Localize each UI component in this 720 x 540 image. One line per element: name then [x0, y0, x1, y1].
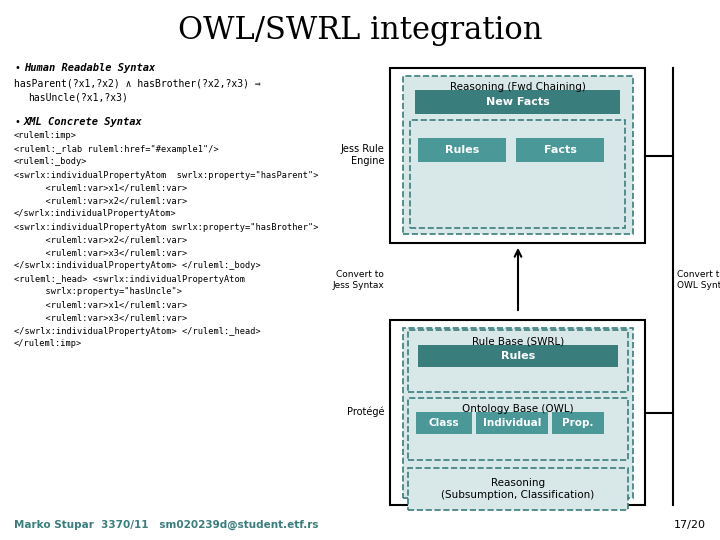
FancyBboxPatch shape	[390, 320, 645, 505]
Text: Rule Base (SWRL): Rule Base (SWRL)	[472, 336, 564, 346]
FancyBboxPatch shape	[552, 412, 604, 434]
Text: Ontology Base (OWL): Ontology Base (OWL)	[462, 404, 574, 414]
FancyBboxPatch shape	[418, 138, 506, 162]
Text: Reasoning (Fwd Chaining): Reasoning (Fwd Chaining)	[450, 82, 586, 92]
Text: <ruleml:var>x3</ruleml:var>: <ruleml:var>x3</ruleml:var>	[14, 314, 187, 322]
Text: <ruleml:_rlab ruleml:href="#example1"/>: <ruleml:_rlab ruleml:href="#example1"/>	[14, 145, 219, 153]
Text: Convert to
OWL Syntax: Convert to OWL Syntax	[677, 271, 720, 289]
Text: </ruleml:imp>: </ruleml:imp>	[14, 340, 82, 348]
Text: <ruleml:var>x2</ruleml:var>: <ruleml:var>x2</ruleml:var>	[14, 197, 187, 206]
Text: Rules: Rules	[445, 145, 479, 155]
FancyBboxPatch shape	[390, 68, 645, 243]
Text: <ruleml:_body>: <ruleml:_body>	[14, 158, 88, 166]
Text: •: •	[14, 117, 20, 127]
Text: hasUncle(?x1,?x3): hasUncle(?x1,?x3)	[28, 92, 128, 102]
FancyBboxPatch shape	[410, 120, 625, 228]
Text: <ruleml:var>x1</ruleml:var>: <ruleml:var>x1</ruleml:var>	[14, 300, 187, 309]
Text: Protégé: Protégé	[346, 407, 384, 417]
Text: <swrlx:individualPropertyAtom swrlx:property="hasBrother">: <swrlx:individualPropertyAtom swrlx:prop…	[14, 222, 318, 232]
Text: •: •	[14, 63, 20, 73]
Text: </swrlx:individualPropertyAtom>: </swrlx:individualPropertyAtom>	[14, 210, 176, 219]
Text: <ruleml:var>x2</ruleml:var>: <ruleml:var>x2</ruleml:var>	[14, 235, 187, 245]
Text: Facts: Facts	[544, 145, 577, 155]
Text: OWL/SWRL integration: OWL/SWRL integration	[178, 15, 542, 45]
Text: Class: Class	[428, 418, 459, 428]
Text: Jess Rule
Engine: Jess Rule Engine	[341, 144, 384, 166]
Text: XML Concrete Syntax: XML Concrete Syntax	[24, 117, 143, 127]
FancyBboxPatch shape	[516, 138, 604, 162]
Text: <ruleml:var>x1</ruleml:var>: <ruleml:var>x1</ruleml:var>	[14, 184, 187, 192]
Text: </swrlx:individualPropertyAtom> </ruleml:_body>: </swrlx:individualPropertyAtom> </ruleml…	[14, 261, 261, 271]
Text: <ruleml:imp>: <ruleml:imp>	[14, 132, 77, 140]
FancyBboxPatch shape	[415, 90, 620, 114]
FancyBboxPatch shape	[408, 468, 628, 510]
Text: <ruleml:var>x3</ruleml:var>: <ruleml:var>x3</ruleml:var>	[14, 248, 187, 258]
Text: Human Readable Syntax: Human Readable Syntax	[24, 63, 156, 73]
Text: Convert to
Jess Syntax: Convert to Jess Syntax	[332, 271, 384, 289]
FancyBboxPatch shape	[416, 412, 472, 434]
FancyBboxPatch shape	[476, 412, 548, 434]
Text: </swrlx:individualPropertyAtom> </ruleml:_head>: </swrlx:individualPropertyAtom> </ruleml…	[14, 327, 261, 335]
Text: Reasoning
(Subsumption, Classification): Reasoning (Subsumption, Classification)	[441, 478, 595, 500]
Text: Prop.: Prop.	[562, 418, 594, 428]
FancyBboxPatch shape	[418, 345, 618, 367]
Text: Marko Stupar  3370/11   sm020239d@student.etf.rs: Marko Stupar 3370/11 sm020239d@student.e…	[14, 520, 318, 530]
FancyBboxPatch shape	[403, 328, 633, 498]
FancyBboxPatch shape	[408, 330, 628, 392]
Text: swrlx:property="hasUncle">: swrlx:property="hasUncle">	[14, 287, 182, 296]
Text: <swrlx:individualPropertyAtom  swrlx:property="hasParent">: <swrlx:individualPropertyAtom swrlx:prop…	[14, 171, 318, 179]
FancyBboxPatch shape	[403, 76, 633, 234]
Text: Rules: Rules	[501, 351, 535, 361]
Text: hasParent(?x1,?x2) ∧ hasBrother(?x2,?x3) ⇒: hasParent(?x1,?x2) ∧ hasBrother(?x2,?x3)…	[14, 79, 261, 89]
FancyBboxPatch shape	[408, 398, 628, 460]
Text: 17/20: 17/20	[674, 520, 706, 530]
Text: New Facts: New Facts	[485, 97, 549, 107]
Text: Individual: Individual	[483, 418, 541, 428]
Text: <ruleml:_head> <swrlx:individualPropertyAtom: <ruleml:_head> <swrlx:individualProperty…	[14, 274, 245, 284]
